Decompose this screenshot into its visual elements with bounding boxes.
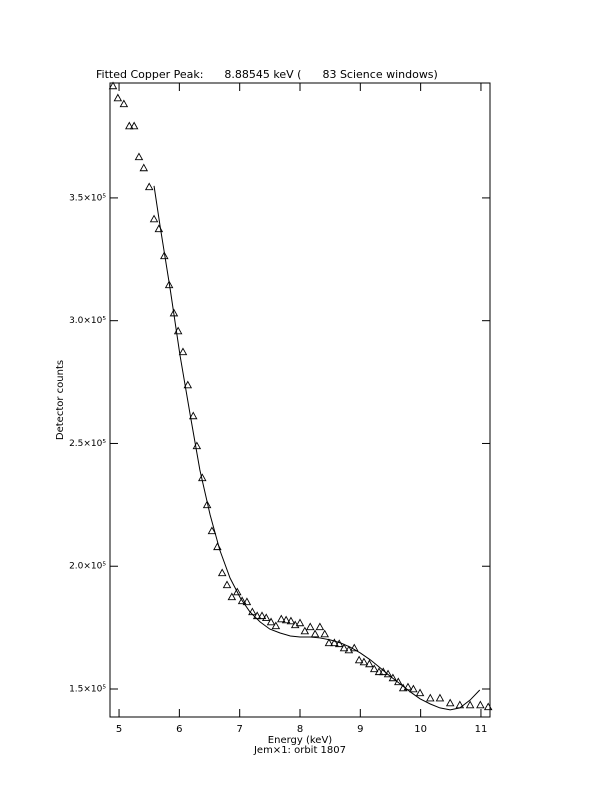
data-point bbox=[257, 611, 267, 620]
data-point bbox=[125, 121, 134, 130]
y-tick-label: 3.5×10⁵ bbox=[69, 193, 106, 203]
y-tick-label: 2.0×10⁵ bbox=[69, 562, 106, 572]
data-point bbox=[300, 626, 310, 635]
data-point bbox=[261, 613, 271, 622]
data-point bbox=[237, 596, 247, 605]
data-point bbox=[359, 657, 369, 666]
x-tick-label: 7 bbox=[236, 724, 242, 735]
data-point bbox=[217, 568, 227, 577]
data-point bbox=[388, 673, 398, 682]
data-point bbox=[305, 622, 315, 631]
x-axis-label: Energy (keV) bbox=[268, 735, 333, 746]
data-point bbox=[188, 411, 198, 420]
data-point bbox=[295, 618, 305, 627]
data-point bbox=[207, 526, 217, 535]
data-point bbox=[113, 93, 123, 102]
data-point bbox=[286, 616, 296, 625]
data-point bbox=[330, 638, 339, 647]
data-point bbox=[144, 182, 154, 191]
x-tick-label: 6 bbox=[176, 724, 182, 735]
data-point bbox=[178, 347, 188, 356]
y-tick-label: 1.5×10⁵ bbox=[69, 685, 106, 695]
y-axis-label: Detector counts bbox=[55, 360, 66, 440]
data-point bbox=[108, 81, 118, 90]
data-point bbox=[119, 99, 129, 108]
y-tick-label: 2.5×10⁵ bbox=[69, 439, 106, 449]
data-point bbox=[149, 214, 159, 223]
data-point bbox=[426, 693, 435, 702]
data-point bbox=[415, 688, 425, 697]
data-point bbox=[233, 587, 242, 596]
data-point bbox=[320, 629, 329, 638]
data-point bbox=[310, 629, 320, 638]
data-point bbox=[315, 622, 325, 631]
data-point bbox=[324, 638, 334, 647]
x-tick-label: 10 bbox=[414, 724, 427, 735]
data-point bbox=[383, 669, 393, 678]
data-point bbox=[445, 698, 455, 707]
data-point bbox=[202, 500, 212, 509]
data-point bbox=[455, 700, 465, 709]
fit-line bbox=[153, 185, 481, 711]
data-point bbox=[354, 655, 364, 664]
data-point bbox=[242, 597, 252, 606]
data-point bbox=[227, 592, 237, 601]
data-point bbox=[465, 700, 475, 709]
subtitle: Jem×1: orbit 1807 bbox=[253, 745, 346, 756]
data-point bbox=[409, 684, 418, 693]
data-point bbox=[266, 617, 276, 626]
data-point bbox=[339, 643, 349, 652]
data-point bbox=[277, 614, 286, 623]
data-point bbox=[281, 615, 291, 624]
data-point bbox=[369, 664, 379, 673]
data-point bbox=[164, 280, 174, 289]
data-point bbox=[483, 702, 493, 711]
data-point bbox=[160, 251, 169, 260]
data-point bbox=[365, 659, 374, 668]
data-point bbox=[192, 441, 202, 450]
y-tick-label: 3.0×10⁵ bbox=[69, 316, 106, 326]
data-point bbox=[435, 693, 445, 702]
data-point bbox=[183, 380, 193, 389]
data-point bbox=[344, 645, 354, 654]
x-tick-label: 9 bbox=[357, 724, 363, 735]
data-point bbox=[350, 643, 359, 652]
chart-title: Fitted Copper Peak: 8.88545 keV ( 83 Sci… bbox=[96, 68, 438, 81]
x-tick-label: 8 bbox=[297, 724, 303, 735]
x-tick-label: 5 bbox=[116, 724, 122, 735]
data-point bbox=[271, 621, 281, 630]
data-point bbox=[134, 152, 144, 161]
data-point bbox=[129, 121, 139, 130]
x-tick-label: 11 bbox=[475, 724, 488, 735]
data-point bbox=[374, 667, 384, 676]
data-point bbox=[476, 700, 485, 709]
plot-frame bbox=[109, 82, 491, 718]
data-point bbox=[222, 580, 232, 589]
data-point bbox=[139, 163, 149, 172]
